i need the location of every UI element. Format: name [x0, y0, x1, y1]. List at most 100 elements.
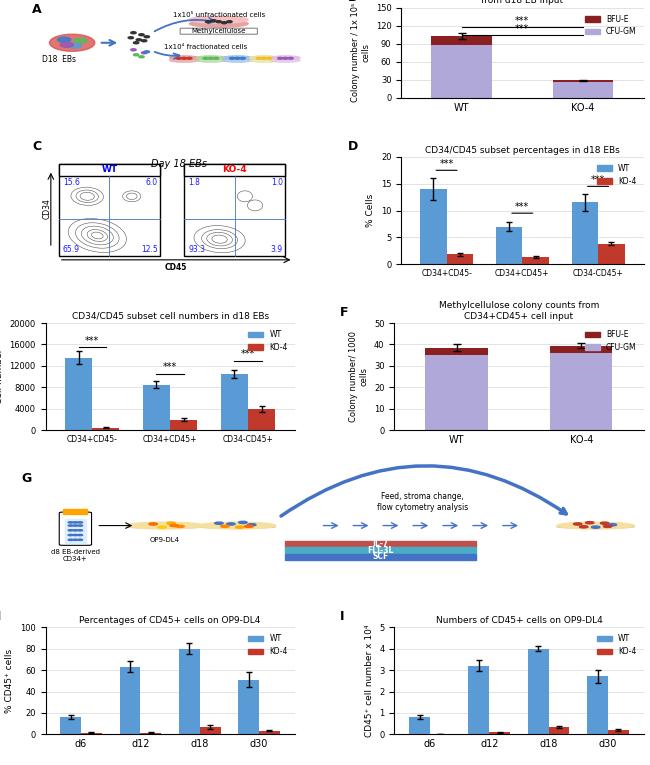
Y-axis label: Colony number/ 1000
cells: Colony number/ 1000 cells [349, 331, 369, 422]
Ellipse shape [126, 522, 204, 529]
Y-axis label: % Cells: % Cells [367, 194, 375, 227]
Bar [59, 164, 160, 256]
Bar [552, 82, 613, 98]
Circle shape [586, 522, 594, 524]
Circle shape [128, 37, 133, 39]
Text: Feed, stroma change,
flow cytometry analysis: Feed, stroma change, flow cytometry anal… [376, 493, 468, 512]
Bar [285, 547, 476, 553]
Circle shape [60, 42, 73, 47]
Legend: BFU-E, CFU-GM: BFU-E, CFU-GM [582, 11, 640, 40]
Bar [447, 255, 473, 264]
Circle shape [57, 37, 71, 42]
Circle shape [205, 21, 211, 23]
Bar [420, 189, 447, 264]
Circle shape [256, 57, 261, 59]
Title: Numbers of CD45+ cells on OP9-DL4: Numbers of CD45+ cells on OP9-DL4 [436, 616, 603, 625]
Circle shape [78, 535, 83, 536]
Circle shape [209, 57, 213, 59]
Circle shape [68, 535, 73, 536]
Bar [552, 80, 613, 82]
Circle shape [580, 526, 588, 528]
Circle shape [211, 20, 216, 21]
Circle shape [144, 36, 150, 37]
Text: ***: *** [515, 24, 530, 34]
Bar [184, 164, 285, 176]
Text: Day 18 EBs: Day 18 EBs [151, 159, 207, 169]
Ellipse shape [196, 58, 226, 62]
Y-axis label: Cell number: Cell number [0, 349, 4, 405]
Ellipse shape [223, 58, 252, 62]
Circle shape [573, 522, 582, 525]
Circle shape [236, 526, 244, 529]
Title: Percentages of CD45+ cells on OP9-DL4: Percentages of CD45+ cells on OP9-DL4 [79, 616, 261, 625]
Circle shape [170, 525, 178, 526]
Circle shape [187, 57, 192, 59]
Text: d8 EB-derived
CD34+: d8 EB-derived CD34+ [51, 549, 100, 562]
Bar [608, 730, 629, 734]
Circle shape [78, 529, 83, 531]
Circle shape [149, 522, 157, 525]
Circle shape [221, 526, 229, 527]
Text: ***: *** [515, 202, 530, 212]
Circle shape [176, 526, 184, 527]
Text: 93.3: 93.3 [188, 245, 205, 254]
Bar [60, 718, 81, 734]
Circle shape [222, 21, 227, 24]
Circle shape [227, 522, 235, 525]
Text: 65.9: 65.9 [63, 245, 80, 254]
Circle shape [68, 525, 73, 526]
Circle shape [78, 539, 83, 540]
Circle shape [73, 522, 78, 523]
Ellipse shape [223, 56, 252, 60]
Text: OP9-DL4: OP9-DL4 [150, 536, 180, 542]
Circle shape [158, 526, 166, 529]
Bar [550, 346, 612, 353]
Text: 15.6: 15.6 [63, 178, 80, 187]
Text: 12.5: 12.5 [140, 245, 157, 254]
Circle shape [133, 54, 139, 56]
Ellipse shape [189, 20, 248, 28]
Bar [92, 428, 120, 430]
Ellipse shape [198, 522, 276, 529]
Text: KO-4: KO-4 [222, 165, 247, 174]
Circle shape [167, 522, 176, 524]
Text: 1.8: 1.8 [188, 178, 200, 187]
Circle shape [216, 21, 222, 23]
Circle shape [176, 57, 181, 59]
Circle shape [603, 526, 612, 527]
Circle shape [68, 522, 73, 523]
Bar [598, 244, 625, 264]
Ellipse shape [170, 56, 199, 60]
Circle shape [73, 525, 78, 526]
Circle shape [248, 524, 256, 526]
Text: H: H [0, 610, 1, 623]
Circle shape [262, 57, 266, 59]
Circle shape [73, 38, 87, 44]
Ellipse shape [196, 56, 226, 60]
Text: ***: *** [515, 16, 530, 26]
Bar [184, 164, 285, 256]
Text: CD45: CD45 [165, 263, 187, 272]
Bar [221, 374, 248, 430]
Ellipse shape [170, 58, 199, 62]
Circle shape [68, 44, 81, 48]
Bar [523, 257, 549, 264]
Bar [571, 203, 598, 264]
Circle shape [182, 57, 187, 59]
Bar [120, 667, 140, 734]
Text: 1x10⁴ fractionated cells: 1x10⁴ fractionated cells [164, 44, 247, 50]
Text: F: F [339, 306, 348, 319]
Text: C: C [32, 139, 42, 152]
Legend: WT, KO-4: WT, KO-4 [594, 631, 640, 659]
Circle shape [133, 42, 139, 44]
Bar [200, 727, 220, 734]
Text: 3.9: 3.9 [270, 245, 283, 254]
Title: CD34/CD45 subset percentages in d18 EBs: CD34/CD45 subset percentages in d18 EBs [425, 145, 619, 155]
Bar [65, 358, 92, 430]
Circle shape [608, 524, 617, 526]
Text: ***: *** [163, 363, 177, 373]
Bar [143, 385, 170, 430]
FancyBboxPatch shape [59, 512, 92, 545]
Bar [528, 649, 549, 734]
Circle shape [68, 529, 73, 531]
